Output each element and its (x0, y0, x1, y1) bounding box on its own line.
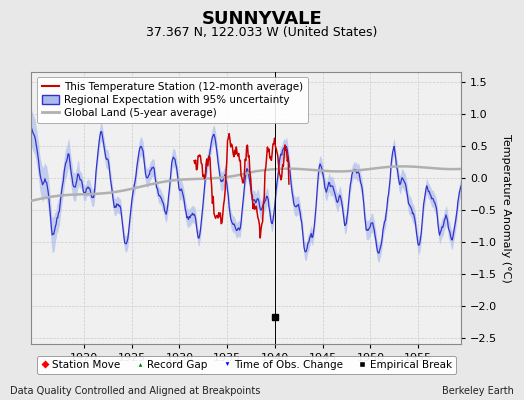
Text: Data Quality Controlled and Aligned at Breakpoints: Data Quality Controlled and Aligned at B… (10, 386, 261, 396)
Text: 37.367 N, 122.033 W (United States): 37.367 N, 122.033 W (United States) (146, 26, 378, 39)
Text: Berkeley Earth: Berkeley Earth (442, 386, 514, 396)
Legend: Station Move, Record Gap, Time of Obs. Change, Empirical Break: Station Move, Record Gap, Time of Obs. C… (37, 356, 456, 374)
Text: SUNNYVALE: SUNNYVALE (202, 10, 322, 28)
Y-axis label: Temperature Anomaly (°C): Temperature Anomaly (°C) (501, 134, 511, 282)
